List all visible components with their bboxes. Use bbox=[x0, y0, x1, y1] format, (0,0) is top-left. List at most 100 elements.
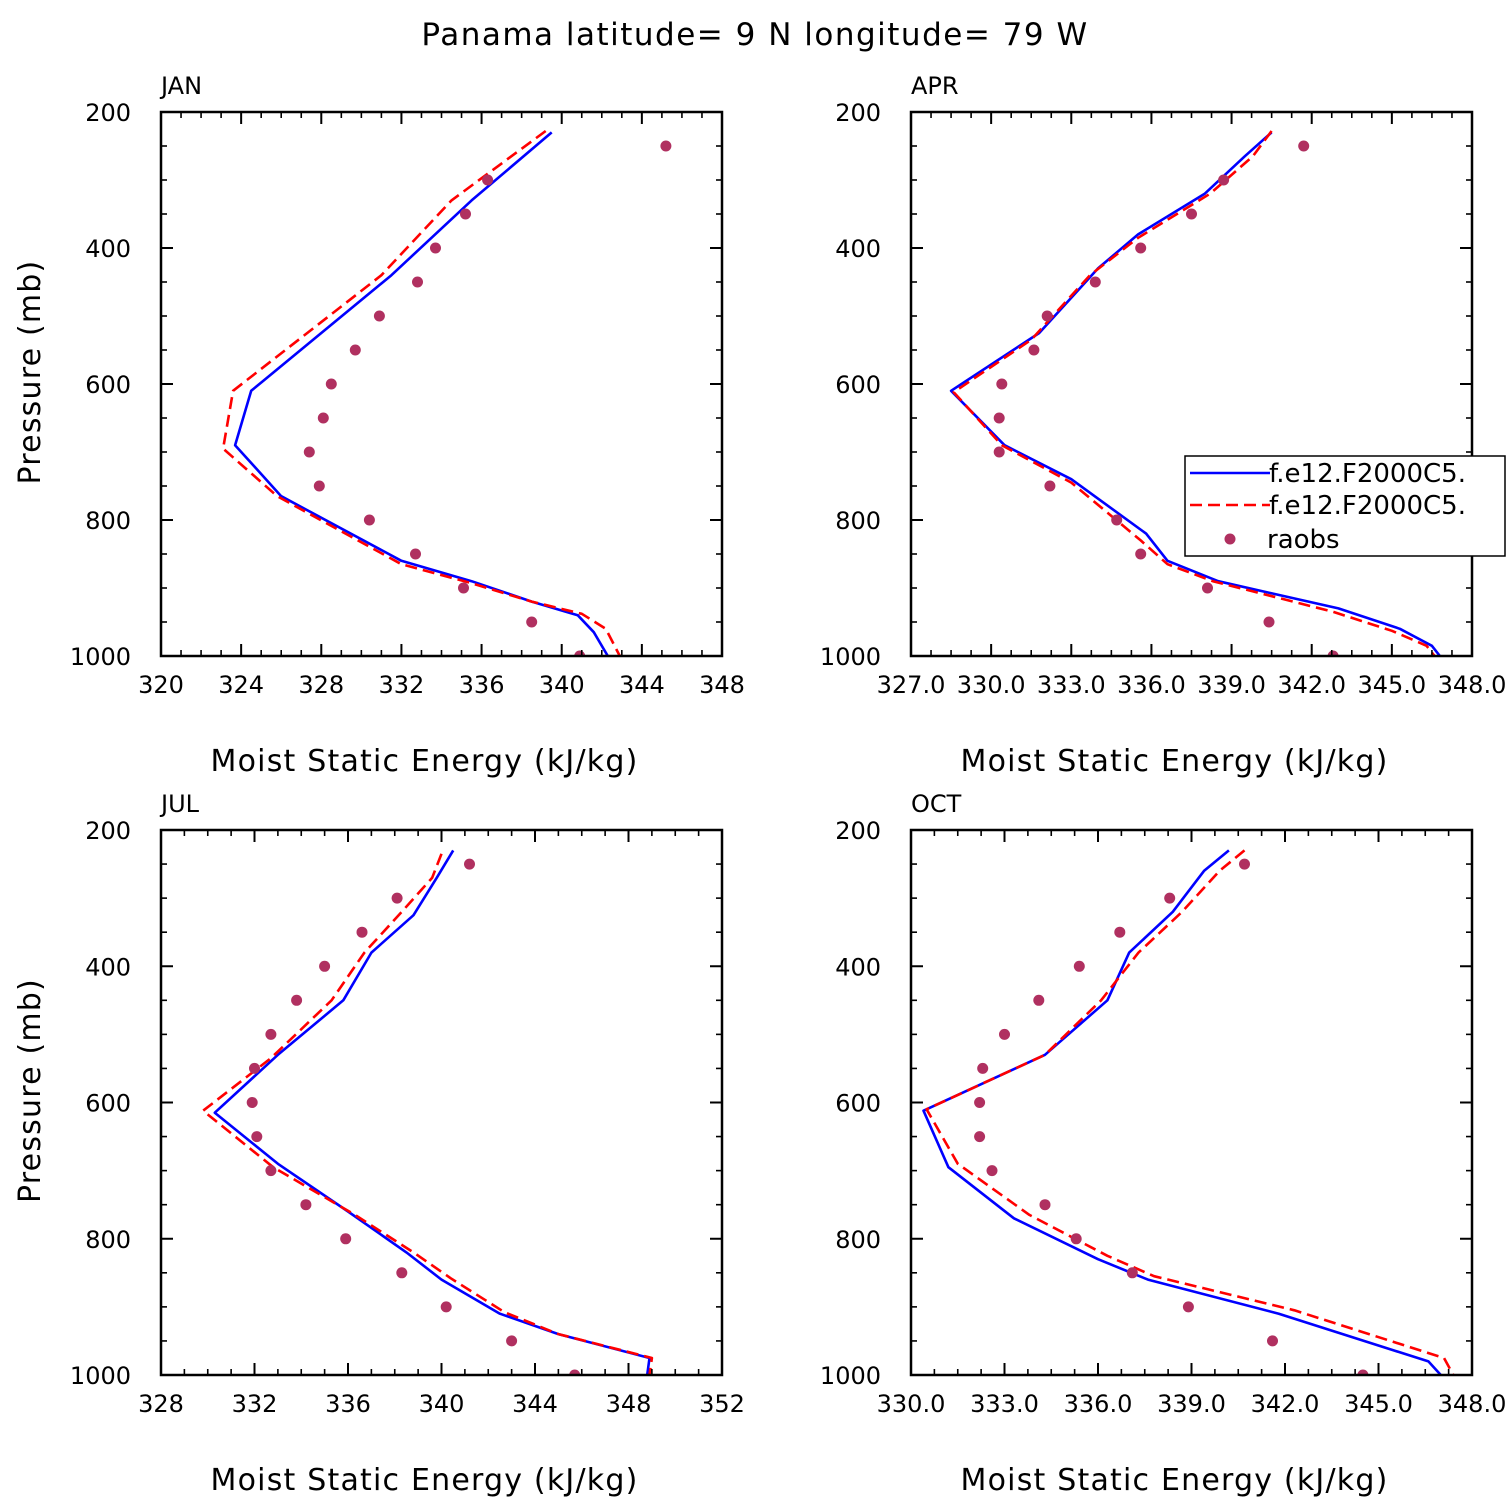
panel-jul-xtick-label: 328 bbox=[138, 1390, 184, 1418]
panel-apr-ytick-label: 600 bbox=[835, 371, 881, 399]
panel-apr-series-raobs-point bbox=[993, 446, 1005, 458]
panel-apr-ytick-label: 400 bbox=[835, 235, 881, 263]
panel-oct-series-model-b-line bbox=[925, 849, 1455, 1375]
panel-apr-series-raobs-point bbox=[1263, 616, 1275, 628]
panel-oct-series-raobs-point bbox=[999, 1028, 1010, 1040]
panel-jan-series-model-b bbox=[221, 129, 621, 656]
panel-apr-series-raobs-point bbox=[1186, 208, 1197, 220]
panel-jul-series-raobs-point bbox=[319, 960, 331, 972]
panel-oct-series-raobs-point bbox=[974, 1131, 986, 1143]
panel-apr-series-raobs-point bbox=[996, 378, 1008, 390]
panel-jan-series-raobs-point bbox=[526, 616, 538, 628]
panel-apr-series-raobs bbox=[993, 140, 1339, 656]
panel-oct-ytick-label: 400 bbox=[835, 953, 881, 981]
panel-oct-xtick-label: 330.0 bbox=[877, 1390, 946, 1418]
panel-jul-ylabel: Pressure (mb) bbox=[13, 978, 48, 1203]
panel-oct-series-raobs-point bbox=[1033, 994, 1045, 1006]
panel-apr-xtick-label: 336.0 bbox=[1117, 671, 1186, 699]
panel-oct-ytick-label: 1000 bbox=[820, 1362, 881, 1390]
panel-jan-ytick-label: 800 bbox=[85, 507, 131, 535]
panel-apr-series-model-b-line bbox=[952, 130, 1436, 656]
panel-jul-series-model-b bbox=[201, 853, 654, 1375]
panel-jan-series-raobs-point bbox=[460, 208, 471, 220]
panel-jan-series-raobs-point bbox=[349, 344, 361, 356]
panel-jul-series-model-b-line bbox=[201, 853, 654, 1375]
panel-jul-series-raobs-point bbox=[265, 1165, 277, 1177]
panel-jan-ylabel: Pressure (mb) bbox=[13, 260, 48, 485]
panel-jul-series-raobs-point bbox=[464, 858, 475, 870]
panel-jul-series-raobs-point bbox=[356, 926, 368, 938]
panel-oct-ytick-label: 200 bbox=[835, 817, 881, 845]
panel-apr-xtick-label: 348.0 bbox=[1438, 671, 1507, 699]
panel-jul-series-raobs-point bbox=[300, 1199, 312, 1211]
panel-jul-xtick-label: 352 bbox=[699, 1390, 745, 1418]
panel-jan-series-raobs-point bbox=[325, 378, 337, 390]
panel-jul-series-raobs-point bbox=[265, 1028, 277, 1040]
panel-jan-xtick-label: 328 bbox=[298, 671, 344, 699]
panel-jan-series-raobs bbox=[303, 140, 672, 656]
panel-apr-xtick-label: 327.0 bbox=[877, 671, 946, 699]
panel-apr-ytick-label: 200 bbox=[835, 99, 881, 127]
panel-jan-series-raobs-point bbox=[660, 140, 672, 152]
panel-oct-series-raobs-point bbox=[1126, 1267, 1138, 1279]
panel-apr-ytick-label: 1000 bbox=[820, 643, 881, 671]
panels: 320 324 328 332 336 340 344 348 200 400 600 800 1000… bbox=[13, 72, 1506, 1498]
panel-jul-series-raobs-point bbox=[246, 1097, 258, 1108]
panel-jul-ytick-label: 600 bbox=[85, 1090, 131, 1118]
panel-jan-xlabel: Moist Static Energy (kJ/kg) bbox=[211, 744, 639, 779]
panel-oct-series-raobs-point bbox=[1073, 960, 1085, 972]
panel-apr-xtick-label: 333.0 bbox=[1037, 671, 1106, 699]
panel-jan-series-raobs-point bbox=[458, 582, 469, 594]
panel-jul-series-model-a-line bbox=[213, 849, 651, 1375]
panel-apr-series-raobs-point bbox=[1089, 276, 1101, 288]
panel-apr-series-model-b bbox=[952, 130, 1436, 656]
panel-jul-series-raobs-point bbox=[340, 1233, 352, 1245]
panel-jan-xtick-label: 332 bbox=[379, 671, 425, 699]
panel-oct-title: OCT bbox=[911, 790, 962, 818]
panel-apr-series-raobs-point bbox=[1327, 650, 1339, 656]
panel-jul-series-raobs bbox=[246, 858, 581, 1375]
panel-oct-frame bbox=[909, 828, 1474, 1377]
panel-jan-series-raobs-point bbox=[410, 548, 421, 560]
panel-jan-ytick-label: 600 bbox=[85, 371, 131, 399]
panel-jul-frame bbox=[159, 828, 724, 1377]
panel-jan-xtick-label: 340 bbox=[539, 671, 585, 699]
panel-apr-frame bbox=[909, 110, 1474, 658]
panel-jul-series-raobs-point bbox=[291, 994, 303, 1006]
panel-jul-xtick-label: 340 bbox=[419, 1390, 465, 1418]
panel-oct-series-raobs-point bbox=[1070, 1233, 1082, 1245]
panel-apr-series-raobs-point bbox=[1298, 140, 1310, 152]
figure-title: Panama latitude= 9 N longitude= 79 W bbox=[421, 17, 1088, 53]
panel-oct-series-raobs-point bbox=[1039, 1199, 1051, 1211]
panel-jan-series-raobs-point bbox=[317, 412, 329, 424]
panel-jul-ytick-label: 200 bbox=[85, 817, 131, 845]
panel-jan-series-raobs-point bbox=[313, 480, 325, 492]
legend-entry-raobs-label: raobs bbox=[1267, 525, 1340, 555]
panel-apr-series-raobs-point bbox=[1218, 174, 1230, 186]
panel-jul-series-raobs-point bbox=[440, 1301, 452, 1313]
panel-oct-xtick-label: 345.0 bbox=[1344, 1390, 1413, 1418]
panel-jul-title: JUL bbox=[159, 790, 200, 818]
panel-jan-series-raobs-point bbox=[303, 446, 315, 458]
panel-apr-series-raobs-point bbox=[1111, 514, 1123, 526]
panel-oct-xtick-label: 339.0 bbox=[1157, 1390, 1226, 1418]
panel-jul-ytick-label: 1000 bbox=[70, 1362, 131, 1390]
panel-apr-xtick-label: 339.0 bbox=[1197, 671, 1266, 699]
panel-oct-xtick-label: 342.0 bbox=[1251, 1390, 1320, 1418]
panel-oct-ytick-label: 600 bbox=[835, 1090, 881, 1118]
panel-oct-series-raobs-point bbox=[1267, 1335, 1278, 1347]
panel-apr-series-raobs-point bbox=[1135, 548, 1147, 560]
panel-apr-title: APR bbox=[911, 72, 959, 100]
panel-jan-ytick-label: 1000 bbox=[70, 643, 131, 671]
legend-entry-raobs-marker bbox=[1224, 533, 1236, 545]
panel-jan: 320 324 328 332 336 340 344 348 200 400 600 800 1000… bbox=[13, 72, 745, 779]
panel-jan-xtick-label: 324 bbox=[218, 671, 264, 699]
panel-jan-series-model-a bbox=[233, 131, 609, 656]
panel-apr-ytick-label: 800 bbox=[835, 507, 881, 535]
panel-apr-series-raobs-point bbox=[1202, 582, 1213, 594]
panel-jan-series-model-a-line bbox=[233, 131, 609, 656]
panel-jan-series-raobs-point bbox=[373, 310, 385, 322]
panel-apr: 327.0 330.0 333.0 336.0 339.0 342.0 345.0 348.0… bbox=[820, 72, 1506, 779]
panel-jul-ytick-label: 400 bbox=[85, 953, 131, 981]
